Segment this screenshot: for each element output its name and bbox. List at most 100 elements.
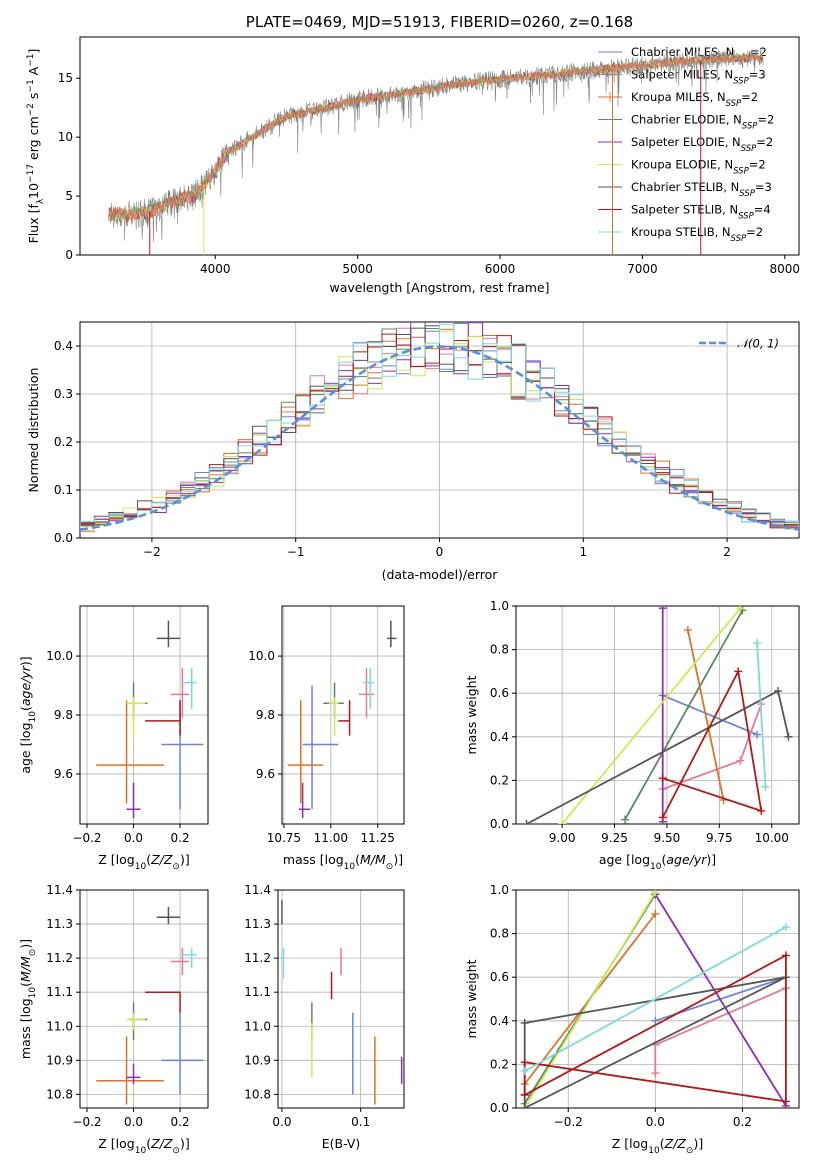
axes-frame bbox=[79, 321, 800, 539]
label-part: )] bbox=[706, 852, 716, 867]
series-line bbox=[624, 609, 744, 821]
y-tick-label: 9.6 bbox=[256, 767, 275, 781]
label-part: Z [log bbox=[98, 1136, 134, 1151]
y-tick-label: 9.8 bbox=[54, 708, 73, 722]
label-part: E(B-V) bbox=[322, 1136, 361, 1151]
y-tick-label: 11.3 bbox=[244, 917, 271, 931]
errorbar-point bbox=[298, 782, 311, 819]
legend-label-main: Salpeter MILES, N bbox=[631, 68, 733, 82]
legend-label-sub: SSP bbox=[733, 77, 749, 87]
residuals-axes: −2 −1 0 1 2 0.0 0.1 0.2 0.3 0.4 (data-model)/error… bbox=[26, 321, 800, 582]
series-line bbox=[526, 689, 790, 824]
y-axis-label: mass weight bbox=[464, 959, 479, 1038]
x-axis-label: mass [log10(M/M⊙)] bbox=[283, 852, 403, 872]
errorbar-point bbox=[156, 907, 181, 925]
y-tick-label: 0.0 bbox=[54, 531, 73, 545]
y-tick-label: 10.9 bbox=[244, 1053, 271, 1067]
y-tick-label: 11.0 bbox=[46, 1019, 73, 1033]
x-axis-label: age [log10(age/yr)] bbox=[599, 852, 716, 872]
legend-entry: Chabrier STELIB, NSSP=3 bbox=[598, 180, 772, 199]
errorbar-point bbox=[170, 667, 190, 718]
label-part: mass [log bbox=[18, 998, 33, 1059]
legend-label-main: Salpeter ELODIE, N bbox=[631, 135, 741, 149]
label-part: 10 bbox=[28, 711, 38, 723]
series-line bbox=[662, 694, 758, 736]
label-part: ⊙ bbox=[172, 1146, 180, 1156]
label-part: −2 bbox=[26, 103, 36, 116]
model-line-salpeter_miles bbox=[108, 53, 763, 221]
x-tick-label: 1 bbox=[579, 545, 587, 559]
label-part: )] bbox=[18, 939, 33, 949]
x-tick-label: 9.50 bbox=[654, 831, 681, 845]
label-part: 10 bbox=[648, 1146, 660, 1156]
spectrum-plot-area bbox=[108, 48, 764, 255]
y-tick-label: 11.0 bbox=[244, 1019, 271, 1033]
y-tick-label: 0.4 bbox=[490, 730, 509, 744]
series-line bbox=[687, 629, 725, 801]
x-axis-label: (data-model)/error bbox=[382, 567, 499, 582]
legend-label-main: Kroupa ELODIE, N bbox=[631, 158, 733, 172]
legend-label-tail: =4 bbox=[754, 203, 771, 217]
x-tick-label: 2 bbox=[723, 545, 731, 559]
legend-entry: 𝒩(0, 1) bbox=[699, 337, 779, 351]
label-part: )] bbox=[180, 852, 190, 867]
errorbar-point bbox=[156, 620, 181, 648]
label-part: Z/Z bbox=[664, 1136, 687, 1151]
y-tick-label: 0.4 bbox=[490, 1014, 509, 1028]
label-part: 10 bbox=[28, 987, 38, 999]
legend-label-main: Kroupa MILES, N bbox=[631, 90, 726, 104]
errorbar-point bbox=[161, 1012, 204, 1095]
label-part: age/yr bbox=[666, 852, 707, 867]
legend-entry: Kroupa ELODIE, NSSP=2 bbox=[598, 158, 766, 177]
legend-label-tail: =3 bbox=[755, 180, 772, 194]
label-part: age [log bbox=[18, 722, 33, 773]
legend-label-tail: =2 bbox=[757, 113, 774, 127]
axes-frame bbox=[515, 889, 800, 1109]
y-tick-label: 11.4 bbox=[46, 883, 73, 897]
x-tick-label: 7000 bbox=[627, 262, 658, 276]
label-part: Z/Z bbox=[150, 1136, 173, 1151]
z-weight-plot-area bbox=[520, 890, 790, 1108]
legend-label: Salpeter MILES, NSSP=3 bbox=[631, 68, 766, 87]
legend-label-tail: =2 bbox=[741, 90, 758, 104]
label-part: M/M bbox=[360, 852, 386, 867]
label-part: Z [log bbox=[612, 1136, 648, 1151]
ebv-mass-axes: 0.0 0.1 10.8 10.9 11.0 11.1 11.2 11.3 11.4 E(B-V) bbox=[244, 883, 405, 1151]
label-part: 10 bbox=[135, 862, 147, 872]
label-part: ( bbox=[660, 1136, 665, 1151]
legend-label-main: Salpeter STELIB, N bbox=[631, 203, 738, 217]
x-tick-label: 0.0 bbox=[646, 1115, 665, 1129]
y-axis-label: mass weight bbox=[464, 675, 479, 754]
series-line bbox=[561, 607, 741, 824]
x-tick-label: 8000 bbox=[769, 262, 800, 276]
series-salpeter_stelib bbox=[658, 667, 766, 822]
x-tick-label: 11.00 bbox=[314, 831, 348, 845]
y-tick-label: 11.1 bbox=[46, 985, 73, 999]
errorbar-point bbox=[96, 1036, 164, 1105]
label-part: λ bbox=[36, 198, 46, 204]
y-tick-label: 11.1 bbox=[244, 985, 271, 999]
label-part: −17 bbox=[26, 164, 36, 183]
errorbar-point bbox=[126, 1012, 146, 1030]
errorbar-point bbox=[126, 782, 141, 819]
label-part: ( bbox=[661, 852, 666, 867]
label-part: ⊙ bbox=[28, 949, 38, 957]
legend-label: Salpeter ELODIE, NSSP=2 bbox=[631, 135, 773, 154]
errorbar-point bbox=[182, 667, 197, 710]
x-tick-label: −0.2 bbox=[72, 1115, 101, 1129]
y-axis-label: Normed distribution bbox=[26, 368, 41, 493]
x-tick-label: −1 bbox=[287, 545, 305, 559]
label-part: −1 bbox=[26, 79, 36, 92]
y-tick-label: 9.6 bbox=[54, 767, 73, 781]
errorbar-point bbox=[96, 700, 164, 804]
errorbar-point bbox=[302, 685, 339, 810]
legend-label-main: Chabrier STELIB, N bbox=[631, 180, 739, 194]
y-tick-label: 0.2 bbox=[490, 1057, 509, 1071]
label-part: A bbox=[26, 66, 41, 79]
x-tick-label: 0 bbox=[436, 545, 444, 559]
errorbar-point bbox=[126, 1063, 141, 1085]
series-salpeter_elodie bbox=[658, 606, 667, 824]
series-kroupa_miles bbox=[683, 625, 728, 805]
legend-label: Kroupa STELIB, NSSP=2 bbox=[631, 225, 763, 244]
axes-frame bbox=[79, 605, 209, 825]
